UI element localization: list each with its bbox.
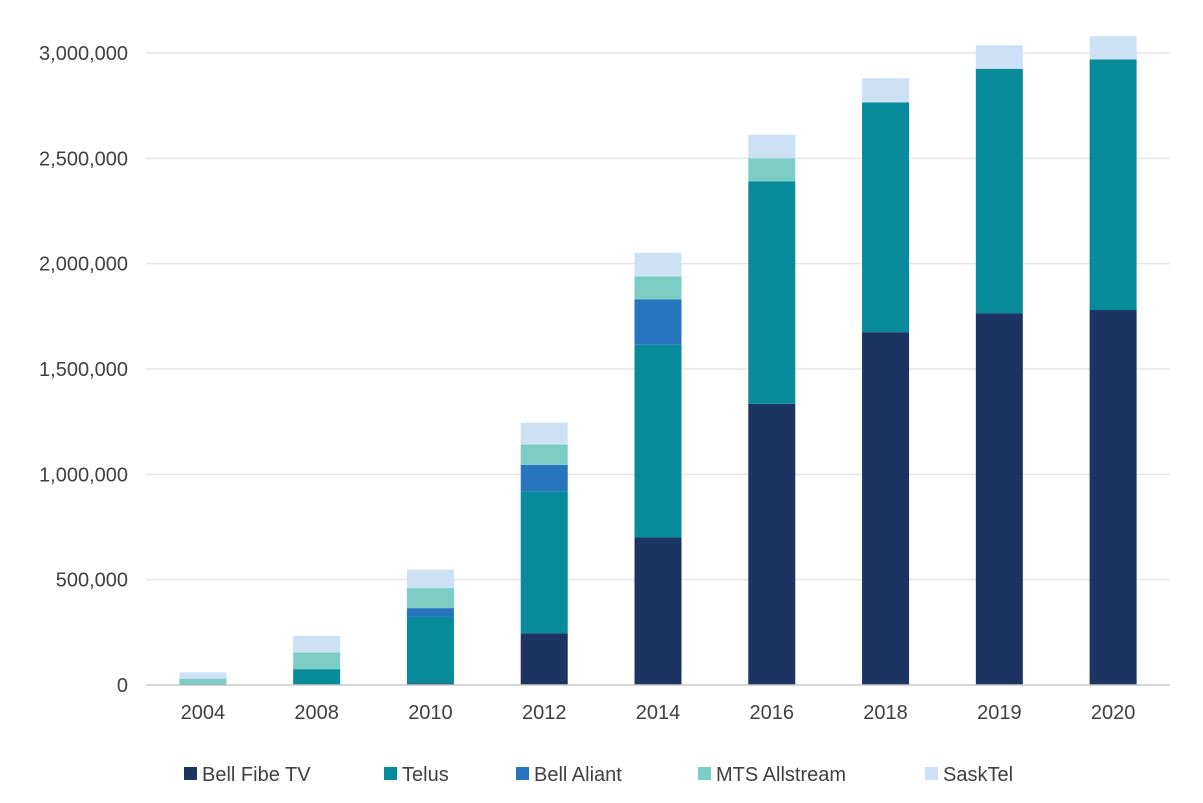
bar-segment [862,78,910,103]
bar-segment [862,102,910,333]
legend-swatch [516,767,529,780]
legend-label: Telus [402,764,449,786]
bar-segment [520,491,568,634]
legend-label: Bell Fibe TV [202,764,311,786]
bar-segment [406,588,454,609]
bar-segment [1089,36,1137,60]
legend-label: MTS Allstream [716,764,846,786]
bars [179,36,1137,685]
bar-segment [748,134,796,159]
bar-segment [520,633,568,685]
x-axis-tick-labels: 2004 2008 2010 2012 2014 2016 2018 2019 2020 [181,702,1136,724]
y-tick-label: 2,500,000 [39,148,128,170]
bar-segment [634,252,682,277]
bar-segment [862,332,910,685]
legend-swatch [925,767,938,780]
bar-segment [634,344,682,538]
y-tick-label: 0 [117,675,128,697]
legend-label: Bell Aliant [534,764,622,786]
bar-segment [1089,310,1137,685]
bar-segment [406,569,454,589]
x-tick-label: 2014 [636,702,681,724]
bar-segment [179,678,227,684]
legend-swatch [384,767,397,780]
legend-item: Bell Fibe TV [184,764,311,786]
y-tick-label: 1,000,000 [39,464,128,486]
x-tick-label: 2004 [181,702,226,724]
bar-segment [975,45,1023,69]
bar-segment [634,276,682,300]
bar-segment [406,683,454,685]
bar-segment [520,464,568,492]
bar-segment [634,299,682,345]
bar-segment [1089,59,1137,311]
x-tick-label: 2018 [863,702,908,724]
x-tick-label: 2019 [977,702,1022,724]
x-tick-label: 2016 [750,702,795,724]
legend-item: Bell Aliant [516,764,622,786]
bar-segment [520,444,568,465]
bar-segment [406,616,454,684]
legend: Bell Fibe TV Telus Bell Aliant MTS Allstrea… [184,764,1013,786]
bar-segment [748,158,796,182]
x-tick-label: 2012 [522,702,567,724]
legend-label: SaskTel [943,764,1013,786]
bar-segment [406,608,454,617]
bar-segment [975,313,1023,685]
bar-segment [975,68,1023,314]
legend-item: Telus [384,764,449,786]
y-tick-label: 500,000 [56,570,128,592]
x-tick-label: 2010 [408,702,453,724]
bar-segment [179,672,227,679]
legend-swatch [184,767,197,780]
bar-segment [748,403,796,685]
bar-segment [634,537,682,685]
x-tick-label: 2008 [294,702,339,724]
y-axis-tick-labels: 0 500,000 1,000,000 1,500,000 2,000,000 2,500… [39,43,128,697]
bar-segment [520,422,568,445]
x-tick-label: 2020 [1091,702,1136,724]
y-tick-label: 2,000,000 [39,254,128,276]
legend-item: SaskTel [925,764,1013,786]
legend-swatch [698,767,711,780]
legend-item: MTS Allstream [698,764,846,786]
bar-segment [293,652,341,670]
y-tick-label: 3,000,000 [39,43,128,65]
bar-segment [293,635,341,653]
bar-segment [748,181,796,404]
bar-segment [293,669,341,685]
y-tick-label: 1,500,000 [39,359,128,381]
